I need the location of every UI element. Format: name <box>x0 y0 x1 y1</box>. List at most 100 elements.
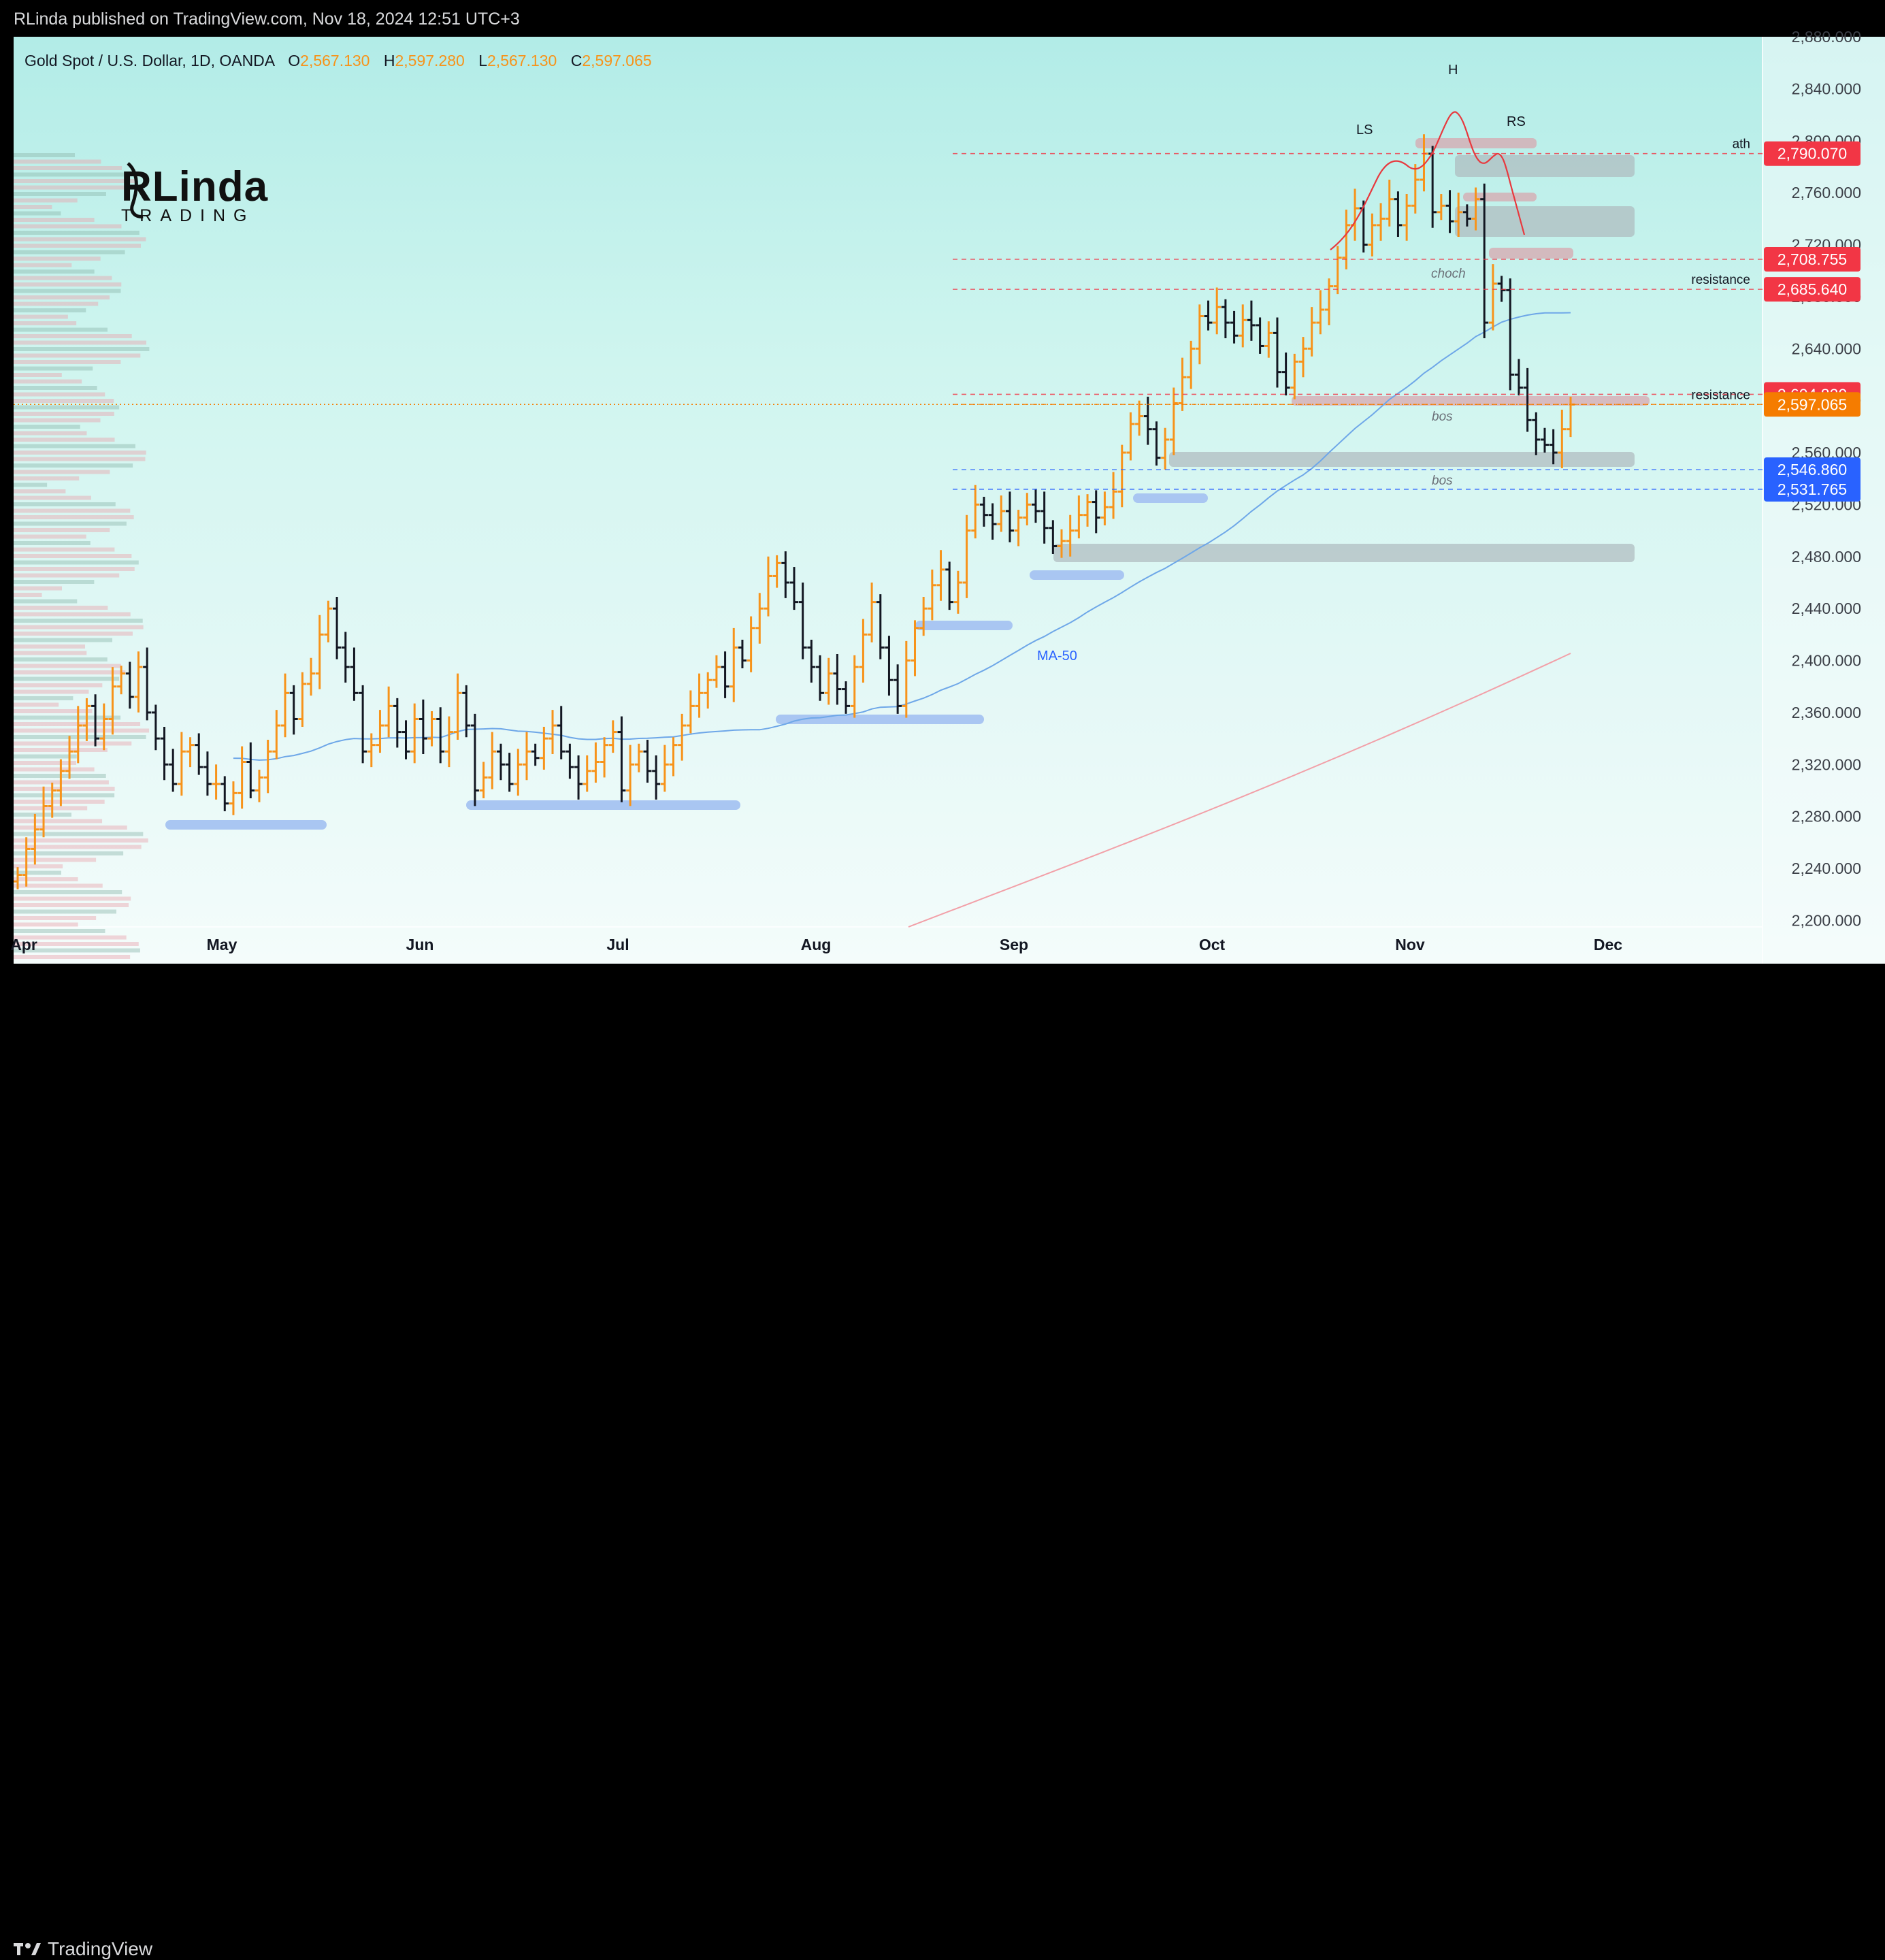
logo-top: RLinda <box>121 163 268 210</box>
zones-layer <box>165 138 1650 830</box>
volume-bar <box>14 321 77 325</box>
y-tick-label: 2,280.000 <box>1792 808 1861 826</box>
y-tick-label: 2,200.000 <box>1792 911 1861 929</box>
volume-bar <box>14 883 103 888</box>
ohlc-bars <box>14 134 1575 889</box>
head-shoulders-sketch <box>1330 111 1526 250</box>
support-bar <box>165 820 327 830</box>
volume-bar <box>14 696 73 700</box>
y-tick-label: 2,760.000 <box>1792 184 1861 201</box>
volume-bar <box>14 289 121 293</box>
volume-bar <box>14 657 108 662</box>
volume-bar <box>14 929 105 933</box>
volume-bar <box>14 715 121 720</box>
volume-bar <box>14 767 95 772</box>
volume-bar <box>14 425 80 429</box>
x-tick-label: May <box>207 936 237 953</box>
bos-label-lower: bos <box>1432 474 1453 488</box>
volume-bar <box>14 476 80 480</box>
volume-bar <box>14 819 103 823</box>
volume-bar <box>14 942 139 946</box>
close-label: C <box>571 52 583 69</box>
volume-bar <box>14 231 140 235</box>
level-tags: 2,790.0702,708.7552,685.6402,604.8202,59… <box>1764 141 1861 502</box>
y-tick-label: 2,840.000 <box>1792 80 1861 97</box>
volume-bar <box>14 832 144 836</box>
volume-bar <box>14 541 91 545</box>
legend: Gold Spot / U.S. Dollar, 1D, OANDA O2,56… <box>24 52 652 69</box>
open-label: O <box>288 52 300 69</box>
volume-bar <box>14 761 77 765</box>
volume-bar <box>14 470 110 474</box>
x-tick-label: Nov <box>1395 936 1425 953</box>
volume-bar <box>14 935 127 940</box>
publish-header: RLinda published on TradingView.com, Nov… <box>0 0 1885 37</box>
volume-bar <box>14 198 78 203</box>
volume-bar <box>14 528 110 532</box>
x-tick-label: Aug <box>801 936 832 953</box>
volume-bar <box>14 257 101 261</box>
price-tag-label: 2,546.860 <box>1777 461 1847 478</box>
price-tag <box>1764 392 1861 417</box>
level-label: resistance <box>1691 388 1750 402</box>
volume-bar <box>14 955 131 959</box>
support-bar <box>915 621 1013 630</box>
volume-bar <box>14 166 122 170</box>
support-bar <box>776 715 984 724</box>
price-tag-label: 2,790.070 <box>1777 145 1847 163</box>
volume-bar <box>14 172 135 177</box>
volume-bar <box>14 270 95 274</box>
volume-bar <box>14 670 126 674</box>
volume-bar <box>14 877 78 881</box>
volume-bar <box>14 651 87 655</box>
volume-bar <box>14 489 66 493</box>
tradingview-brand[interactable]: TradingView <box>14 1938 152 1960</box>
volume-bar <box>14 340 147 345</box>
logo-face-icon <box>127 162 144 218</box>
y-tick-label: 2,360.000 <box>1792 704 1861 721</box>
price-chart[interactable]: ath resistance resistance 2,200.000 2,240.0… <box>0 0 1885 964</box>
y-tick-label: 2,320.000 <box>1792 755 1861 773</box>
volume-bar <box>14 922 78 927</box>
volume-bar <box>14 353 141 358</box>
volume-bar <box>14 851 124 855</box>
zone-rect <box>1415 138 1537 148</box>
symbol-name: Gold Spot / U.S. Dollar, 1D, OANDA <box>24 52 276 69</box>
rlinda-logo: RLinda TRADING <box>121 162 268 225</box>
volume-bar <box>14 521 127 526</box>
price-tag <box>1764 141 1861 166</box>
tradingview-icon <box>14 1943 41 1955</box>
x-tick-label: Jul <box>606 936 629 953</box>
price-tag <box>1764 246 1861 272</box>
volume-bar <box>14 399 114 403</box>
zone-rect <box>1455 206 1635 237</box>
x-tick-label: Sep <box>1000 936 1028 953</box>
volume-bar <box>14 295 110 299</box>
volume-bar <box>14 586 62 591</box>
volume-bar <box>14 327 108 332</box>
zone-rect <box>1169 452 1635 467</box>
level-label: ath <box>1733 137 1750 152</box>
volume-bar <box>14 870 61 875</box>
volume-bar <box>14 909 116 914</box>
chart-area[interactable] <box>14 37 1885 964</box>
volume-bar <box>14 153 75 157</box>
volume-bar <box>14 379 82 384</box>
volume-bar <box>14 644 86 649</box>
open-value: 2,567.130 <box>300 52 370 69</box>
tradingview-label: TradingView <box>48 1938 153 1959</box>
volume-bar <box>14 722 141 726</box>
x-tick-label: Oct <box>1199 936 1226 953</box>
volume-bar <box>14 774 106 778</box>
volume-bar <box>14 800 105 804</box>
volume-bar <box>14 534 86 539</box>
volume-bar <box>14 702 59 707</box>
volume-bar <box>14 244 141 248</box>
price-tag-label: 2,531.765 <box>1777 480 1847 498</box>
volume-bar <box>14 606 108 610</box>
price-tag <box>1764 277 1861 302</box>
h-label: H <box>1448 63 1458 78</box>
volume-bar <box>14 593 42 597</box>
volume-bar <box>14 638 113 642</box>
volume-bar <box>14 224 122 229</box>
